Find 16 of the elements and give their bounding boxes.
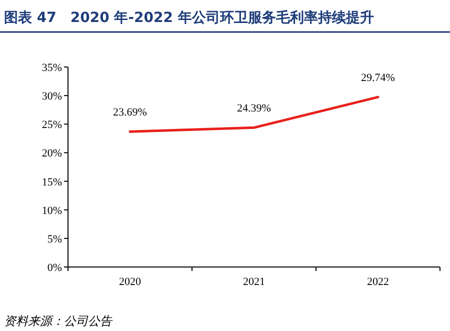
- text: 资料来源：公司公告: [4, 314, 113, 328]
- y-tick-label: 0%: [47, 262, 62, 274]
- y-tick-label: 10%: [42, 204, 62, 217]
- x-tick-label: 2021: [243, 276, 265, 288]
- data-label: 23.69%: [113, 106, 147, 119]
- chart-title: 图表 47 2020 年-2022 年公司环卫服务毛利率持续提升: [4, 9, 374, 26]
- x-tick-label: 2020: [119, 276, 142, 288]
- data-label: 24.39%: [237, 102, 271, 115]
- x-tick-label: 2022: [367, 276, 389, 288]
- y-tick-label: 35%: [42, 62, 62, 74]
- data-label: 29.74%: [361, 72, 395, 84]
- y-tick-label: 25%: [42, 119, 62, 132]
- y-tick-label: 30%: [42, 90, 62, 103]
- y-tick-label: 15%: [42, 176, 62, 188]
- y-tick-label: 5%: [47, 233, 62, 246]
- y-tick-label: 20%: [42, 148, 62, 160]
